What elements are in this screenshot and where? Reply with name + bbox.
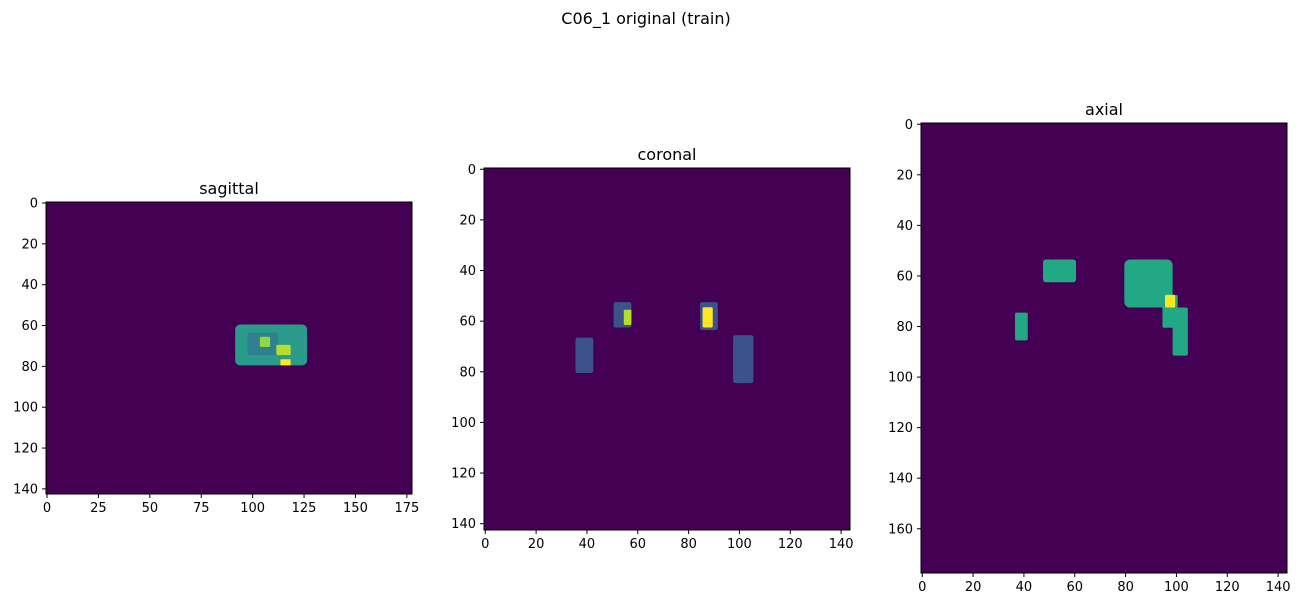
axial-region-5	[1165, 294, 1176, 308]
coronal-xtick-label-40: 40	[579, 537, 596, 552]
coronal-ytick-label-100: 100	[451, 416, 476, 431]
coronal-ytick-label-120: 120	[451, 467, 476, 482]
axial-title: axial	[1085, 100, 1123, 119]
coronal-region-1	[623, 309, 632, 325]
axial-ytick-label-20: 20	[896, 168, 913, 183]
axial-region-0	[1043, 259, 1077, 283]
sagittal-xtick-label-100: 100	[240, 501, 265, 516]
sagittal-region-4	[280, 359, 291, 366]
axial-image-background	[921, 123, 1287, 573]
axial-xtick-label-140: 140	[1266, 580, 1291, 595]
coronal-title: coronal	[638, 145, 697, 164]
axial-xtick-label-60: 60	[1066, 580, 1083, 595]
sagittal-xtick-label-150: 150	[343, 501, 368, 516]
figure-title: C06_1 original (train)	[561, 9, 730, 29]
sagittal-ytick-label-140: 140	[13, 482, 38, 497]
axial-ytick-label-0: 0	[905, 118, 913, 133]
sagittal-ytick-label-40: 40	[21, 278, 38, 293]
coronal-ytick-label-0: 0	[468, 163, 476, 178]
sagittal-region-3	[276, 344, 291, 356]
axial-ytick-label-140: 140	[888, 472, 913, 487]
axial-axes: axial 0 20 40 60 80 100 120 140 0 20 40 60 80 100 120 14…	[888, 100, 1290, 595]
sagittal-image-background	[46, 202, 412, 494]
axial-region-4	[1172, 307, 1188, 356]
sagittal-ytick-label-60: 60	[21, 319, 38, 334]
axial-ytick-label-60: 60	[896, 269, 913, 284]
axial-xtick-label-100: 100	[1164, 580, 1189, 595]
coronal-region-3	[702, 307, 713, 328]
coronal-ytick-label-140: 140	[451, 517, 476, 532]
axial-region-1	[1015, 312, 1028, 341]
axial-ytick-label-120: 120	[888, 421, 913, 436]
coronal-ytick-label-40: 40	[459, 264, 476, 279]
sagittal-axes: sagittal 0 25 50 75 100 125 150 175 0 20 40 60 80 100 1…	[13, 179, 419, 516]
coronal-xtick-label-0: 0	[481, 537, 489, 552]
axial-region-2	[1124, 259, 1173, 308]
axial-ytick-label-100: 100	[888, 371, 913, 386]
coronal-region-5	[733, 335, 754, 384]
coronal-ytick-label-60: 60	[459, 315, 476, 330]
coronal-ytick-label-80: 80	[459, 365, 476, 380]
axial-xtick-label-80: 80	[1117, 580, 1134, 595]
coronal-xtick-label-80: 80	[680, 537, 697, 552]
coronal-xtick-label-120: 120	[778, 537, 803, 552]
sagittal-title: sagittal	[199, 179, 259, 198]
sagittal-xtick-label-75: 75	[193, 501, 210, 516]
sagittal-ytick-label-120: 120	[13, 442, 38, 457]
coronal-xtick-label-20: 20	[528, 537, 545, 552]
axial-ytick-label-160: 160	[888, 522, 913, 537]
axial-xtick-label-40: 40	[1016, 580, 1033, 595]
coronal-xtick-label-100: 100	[727, 537, 752, 552]
sagittal-frame	[45, 201, 413, 495]
coronal-frame	[483, 167, 851, 531]
coronal-axes: coronal 0 20 40 60 80 100 120 140 0 20 40 60 80 100 120…	[451, 145, 853, 552]
sagittal-xtick-label-50: 50	[142, 501, 159, 516]
sagittal-xtick-label-175: 175	[394, 501, 419, 516]
axial-xtick-label-120: 120	[1215, 580, 1240, 595]
sagittal-ytick-label-100: 100	[13, 401, 38, 416]
sagittal-xtick-label-0: 0	[43, 501, 51, 516]
coronal-image-background	[484, 168, 850, 530]
sagittal-ytick-label-0: 0	[30, 197, 38, 212]
coronal-xtick-label-60: 60	[629, 537, 646, 552]
sagittal-xtick-label-25: 25	[90, 501, 107, 516]
axial-frame	[920, 122, 1288, 574]
sagittal-xtick-label-125: 125	[292, 501, 317, 516]
axial-xtick-label-20: 20	[965, 580, 982, 595]
sagittal-ytick-label-80: 80	[21, 360, 38, 375]
sagittal-ytick-label-20: 20	[21, 237, 38, 252]
axial-xtick-label-0: 0	[918, 580, 926, 595]
axial-ytick-label-40: 40	[896, 219, 913, 234]
coronal-xtick-label-140: 140	[829, 537, 854, 552]
coronal-region-4	[575, 337, 594, 374]
coronal-ytick-label-20: 20	[459, 213, 476, 228]
axes-container: sagittal 0 25 50 75 100 125 150 175 0 20 40 60 80 100 1…	[13, 100, 1290, 595]
sagittal-region-2	[259, 336, 271, 347]
axial-ytick-label-80: 80	[896, 320, 913, 335]
